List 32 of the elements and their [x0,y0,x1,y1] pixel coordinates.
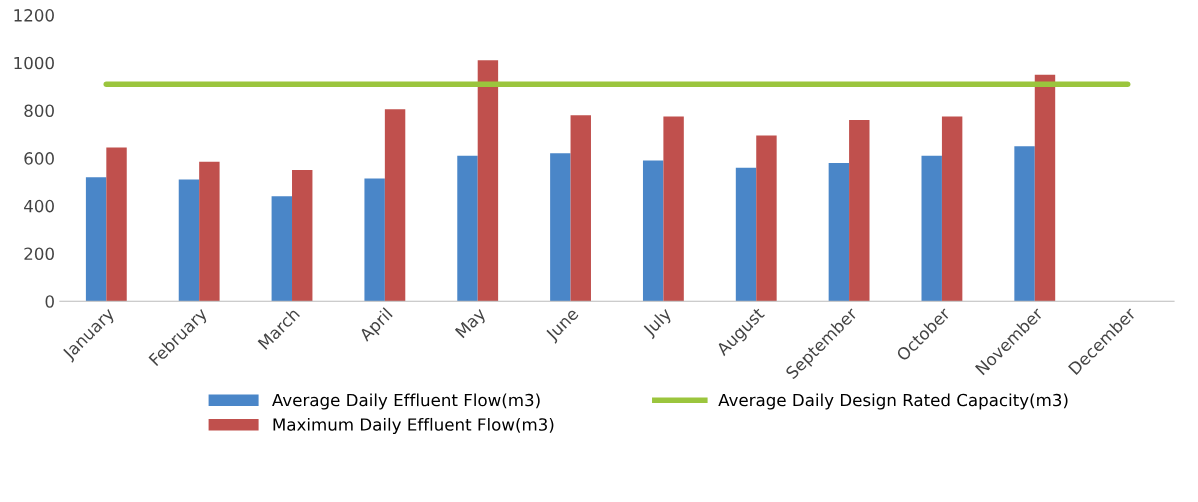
y-tick-label: 1200 [14,9,54,22]
bar [663,116,684,302]
bar [477,60,499,302]
legend-label: Average Daily Effluent Flow(m3) [272,393,540,410]
bar [199,161,220,302]
bar [550,153,571,302]
bar [756,135,777,302]
bar [570,115,591,302]
bar [384,109,406,302]
bar [735,167,757,302]
bar [271,196,293,302]
bar [178,179,200,302]
y-tick-label: 600 [24,152,54,165]
bar [85,177,107,302]
bar [921,155,942,302]
bar [457,155,478,302]
y-tick-label: 0 [45,295,54,308]
bar [642,160,664,302]
bar [292,170,313,302]
bar [849,119,870,302]
bar [1014,146,1035,302]
legend-label: Average Daily Design Rated Capacity(m3) [718,393,1068,410]
bar [941,116,963,302]
bar [1034,74,1056,302]
y-tick-label: 200 [24,247,54,261]
bar [364,178,385,302]
bar [828,162,850,302]
y-tick-label: 400 [24,199,54,213]
legend-label: Maximum Daily Effluent Flow(m3) [273,417,554,435]
bar [106,147,127,302]
y-tick-label: 1000 [14,56,54,70]
y-tick-label: 800 [24,104,54,118]
